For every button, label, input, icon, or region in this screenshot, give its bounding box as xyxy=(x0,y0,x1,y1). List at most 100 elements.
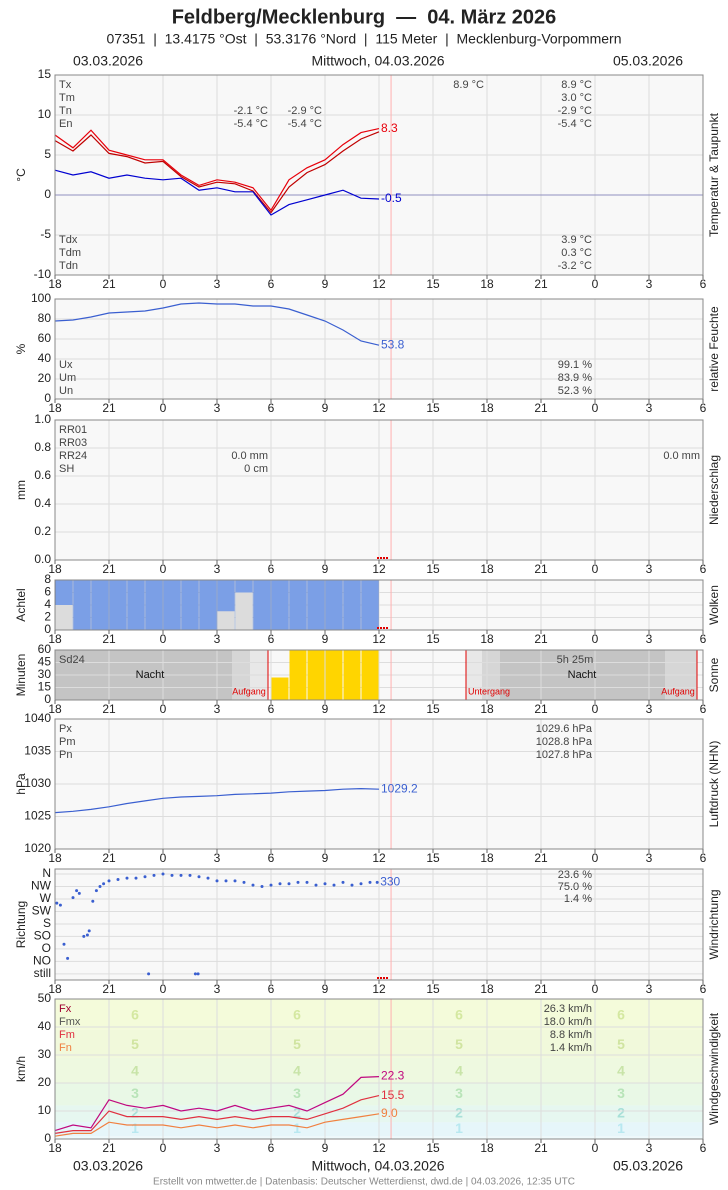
stat-value: 1027.8 hPa xyxy=(536,749,593,761)
side-label: Windgeschwindigkeit xyxy=(707,1012,721,1125)
missing-marker xyxy=(383,627,385,629)
x-tick-label: 15 xyxy=(426,982,440,996)
bar xyxy=(235,592,253,630)
point xyxy=(260,884,264,888)
bar xyxy=(271,579,289,631)
beaufort-label: 2 xyxy=(131,1105,139,1121)
note: 1.4 % xyxy=(564,893,592,905)
y-tick-label: NO xyxy=(33,954,51,968)
bar xyxy=(325,579,343,631)
y-tick-label: 40 xyxy=(38,351,52,365)
beaufort-label: 6 xyxy=(455,1007,463,1023)
bar xyxy=(109,579,127,631)
y-tick-label: 0 xyxy=(44,391,51,405)
missing-marker xyxy=(380,977,382,979)
x-tick-label: 21 xyxy=(102,851,116,865)
x-tick-label: 12 xyxy=(372,632,386,646)
x-tick-label: 3 xyxy=(214,982,221,996)
stat-label: SH xyxy=(59,463,74,475)
y-tick-label: N xyxy=(42,866,51,880)
stat-value: 1028.8 hPa xyxy=(536,736,593,748)
beaufort-label: 5 xyxy=(617,1036,625,1052)
point xyxy=(287,882,291,886)
beaufort-label: 2 xyxy=(293,1105,301,1121)
beaufort-label: 2 xyxy=(617,1105,625,1121)
missing-marker xyxy=(377,627,379,629)
end-label: 9.0 xyxy=(381,1106,398,1120)
x-tick-label: 0 xyxy=(592,632,599,646)
y-tick-label: 6 xyxy=(44,585,51,599)
x-tick-label: 0 xyxy=(160,632,167,646)
x-tick-label: 6 xyxy=(268,982,275,996)
x-tick-label: 12 xyxy=(372,702,386,716)
y-axis-label: mm xyxy=(14,480,28,500)
bar xyxy=(181,579,199,631)
x-tick-label: 3 xyxy=(214,702,221,716)
beaufort-label: 4 xyxy=(455,1063,463,1079)
x-tick-label: 21 xyxy=(102,982,116,996)
point xyxy=(143,875,147,879)
x-tick-label: 3 xyxy=(214,401,221,415)
y-tick-label: 1025 xyxy=(24,809,51,823)
stat-label: Pm xyxy=(59,736,76,748)
y-axis-label: Achtel xyxy=(14,588,28,621)
stat-label: Tdx xyxy=(59,234,78,246)
stat-label: Tdn xyxy=(59,260,78,272)
x-tick-label: 6 xyxy=(700,702,707,716)
y-tick-label: 0 xyxy=(44,622,51,636)
y-tick-label: 0.0 xyxy=(34,552,51,566)
beaufort-label: 1 xyxy=(131,1120,139,1136)
y-tick-label: 10 xyxy=(38,1103,52,1117)
series-line xyxy=(54,1095,380,1134)
note: Aufgang xyxy=(661,686,695,696)
x-tick-label: 0 xyxy=(160,562,167,576)
x-tick-label: 15 xyxy=(426,1141,440,1155)
end-label: 22.3 xyxy=(381,1069,405,1083)
y-tick-label: 0 xyxy=(44,1131,51,1145)
x-tick-label: 3 xyxy=(646,1141,653,1155)
x-tick-label: 0 xyxy=(160,982,167,996)
x-tick-label: 0 xyxy=(160,1141,167,1155)
stat-value: 8.8 km/h xyxy=(550,1029,592,1041)
bar xyxy=(163,579,181,631)
y-tick-label: S xyxy=(43,916,51,930)
y-tick-label: 8 xyxy=(44,572,51,586)
y-tick-label: 1030 xyxy=(24,776,51,790)
bar xyxy=(343,650,361,700)
x-tick-label: 3 xyxy=(214,1141,221,1155)
bar xyxy=(307,579,325,631)
y-axis-label: °C xyxy=(14,168,28,182)
x-tick-label: 12 xyxy=(372,1141,386,1155)
x-tick-label: 6 xyxy=(700,562,707,576)
beaufort-label: 1 xyxy=(455,1120,463,1136)
missing-marker xyxy=(380,557,382,559)
note: -5.4 °C xyxy=(288,118,322,130)
stat-label: Pn xyxy=(59,749,72,761)
bar xyxy=(271,677,289,700)
stat-value: 8.9 °C xyxy=(561,79,592,91)
stat-value: 0.3 °C xyxy=(561,247,592,259)
beaufort-label: 1 xyxy=(293,1120,301,1136)
series-line xyxy=(54,131,380,214)
x-tick-label: 0 xyxy=(160,702,167,716)
series-line xyxy=(54,1113,380,1137)
y-tick-label: 4 xyxy=(44,597,51,611)
point xyxy=(251,883,255,887)
point xyxy=(233,879,237,883)
point xyxy=(152,873,156,877)
date-right: 05.03.2026 xyxy=(613,1158,683,1174)
x-tick-label: 18 xyxy=(480,401,494,415)
point xyxy=(58,903,62,907)
beaufort-label: 3 xyxy=(131,1085,139,1101)
x-tick-label: 18 xyxy=(48,851,62,865)
beaufort-label: 5 xyxy=(293,1036,301,1052)
missing-marker xyxy=(380,627,382,629)
beaufort-label: 4 xyxy=(131,1063,139,1079)
point xyxy=(66,956,70,960)
x-tick-label: 3 xyxy=(646,562,653,576)
y-tick-label: 50 xyxy=(38,991,52,1005)
x-tick-label: 21 xyxy=(534,562,548,576)
stat-label: Fm xyxy=(59,1029,75,1041)
x-tick-label: 18 xyxy=(480,851,494,865)
x-tick-label: 0 xyxy=(592,562,599,576)
